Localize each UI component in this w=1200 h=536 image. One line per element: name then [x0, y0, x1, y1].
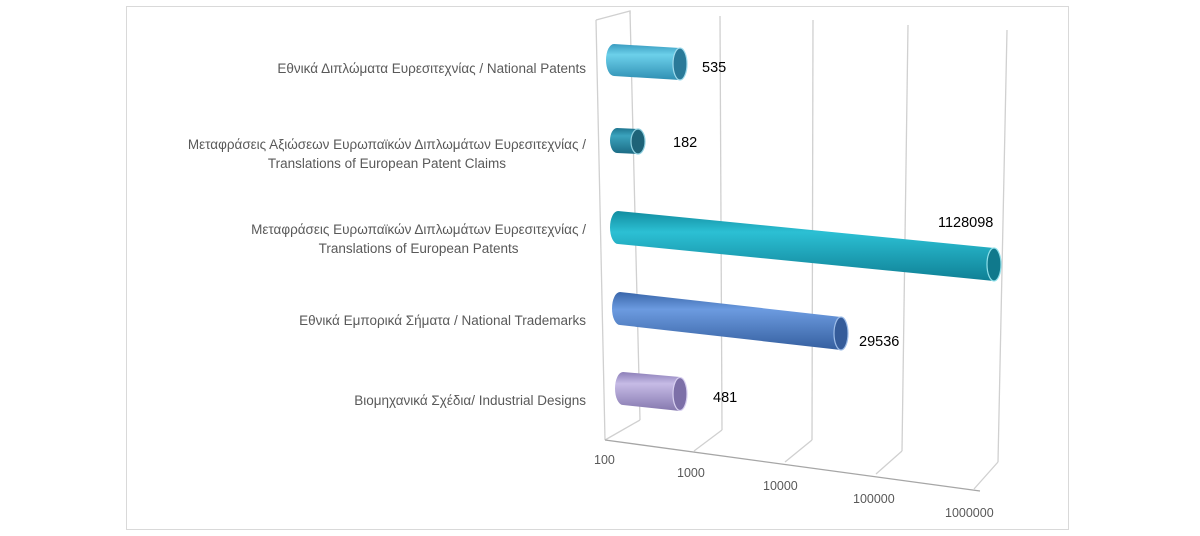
- tick-label-100000: 100000: [853, 492, 895, 506]
- category-label-translations-patents: Μεταφράσεις Ευρωπαϊκών Διπλωμάτων Ευρεσι…: [251, 222, 586, 256]
- category-label-national-trademarks: Εθνικά Εμπορικά Σήματα / National Tradem…: [299, 313, 586, 328]
- tick-label-1000: 1000: [677, 466, 705, 480]
- tick-label-1000000: 1000000: [945, 506, 994, 520]
- value-label-industrial-designs: 481: [713, 390, 738, 406]
- x-axis-line: [604, 439, 981, 492]
- value-label-translations-claims: 182: [673, 135, 698, 151]
- category-label-national-patents: Εθνικά Διπλώματα Ευρεσιτεχνίας / Nationa…: [277, 61, 586, 76]
- bar-industrial-designs: [615, 372, 688, 412]
- bar-national-patents: [606, 44, 688, 81]
- category-label-industrial-designs: Βιομηχανικά Σχέδια/ Industrial Designs: [354, 393, 586, 408]
- value-label-national-patents: 535: [702, 60, 727, 76]
- gridlines: [595, 10, 1008, 490]
- bar-translations-patents: [610, 211, 1002, 282]
- tick-label-10000: 10000: [763, 479, 798, 493]
- bar-national-trademarks: [612, 292, 849, 351]
- bar-translations-claims: [610, 128, 646, 155]
- value-label-national-trademarks: 29536: [859, 334, 900, 350]
- tick-label-100: 100: [594, 453, 615, 467]
- category-label-translations-claims: Μεταφράσεις Αξιώσεων Ευρωπαϊκών Διπλωμάτ…: [187, 137, 586, 171]
- value-label-translations-patents: 1128098: [938, 215, 994, 231]
